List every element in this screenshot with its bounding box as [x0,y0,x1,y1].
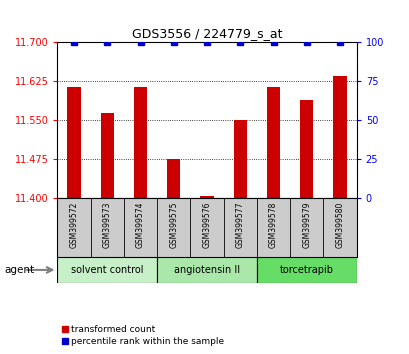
Bar [200,196,213,198]
Title: GDS3556 / 224779_s_at: GDS3556 / 224779_s_at [131,27,282,40]
Bar [233,120,246,198]
Text: GSM399580: GSM399580 [335,201,344,247]
Bar [100,113,114,198]
Bar [256,257,356,283]
Text: GSM399574: GSM399574 [136,201,145,248]
Text: GSM399572: GSM399572 [70,201,79,247]
Text: torcetrapib: torcetrapib [279,265,333,275]
Text: solvent control: solvent control [71,265,143,275]
Legend: transformed count, percentile rank within the sample: transformed count, percentile rank withi… [58,321,227,349]
Text: GSM399577: GSM399577 [235,201,244,248]
Bar [134,87,147,198]
Bar [67,87,81,198]
Bar [57,257,157,283]
Text: angiotensin II: angiotensin II [173,265,240,275]
Bar [299,99,313,198]
Bar [157,257,256,283]
Bar [266,87,279,198]
Text: GSM399573: GSM399573 [103,201,112,248]
Bar [167,159,180,198]
Text: GSM399578: GSM399578 [268,201,277,247]
Text: GSM399575: GSM399575 [169,201,178,248]
Bar [333,76,346,198]
Text: agent: agent [4,265,34,275]
Text: GSM399579: GSM399579 [301,201,310,248]
Text: GSM399576: GSM399576 [202,201,211,248]
